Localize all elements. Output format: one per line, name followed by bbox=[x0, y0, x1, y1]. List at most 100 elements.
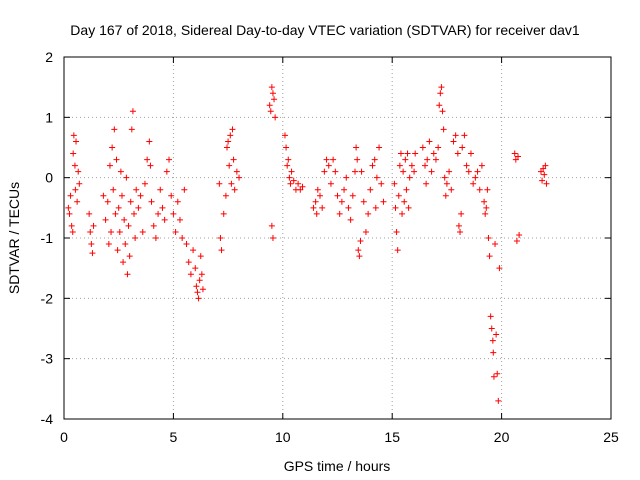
data-point bbox=[400, 168, 407, 175]
data-point bbox=[71, 162, 78, 169]
data-point bbox=[393, 228, 400, 235]
y-axis-label: SDTVAR / TECUs bbox=[6, 182, 22, 294]
data-point bbox=[174, 198, 181, 205]
data-point bbox=[88, 241, 95, 248]
data-point bbox=[268, 222, 275, 229]
data-point bbox=[195, 295, 202, 302]
data-point bbox=[236, 174, 243, 181]
data-point bbox=[512, 156, 519, 163]
data-point bbox=[401, 198, 408, 205]
data-point bbox=[362, 228, 369, 235]
data-point bbox=[314, 186, 321, 193]
data-point bbox=[395, 192, 402, 199]
data-point bbox=[284, 162, 291, 169]
data-point bbox=[443, 180, 450, 187]
data-point bbox=[412, 150, 419, 157]
data-point bbox=[231, 186, 238, 193]
x-axis-label: GPS time / hours bbox=[284, 458, 391, 474]
data-point bbox=[343, 174, 350, 181]
data-point bbox=[299, 183, 306, 190]
data-point bbox=[187, 271, 194, 278]
data-point bbox=[217, 235, 224, 241]
data-point bbox=[166, 156, 173, 163]
data-point bbox=[87, 228, 94, 235]
x-tick-label: 20 bbox=[494, 429, 510, 445]
data-point bbox=[402, 156, 409, 163]
data-point bbox=[198, 271, 205, 278]
data-point bbox=[183, 241, 190, 248]
data-point bbox=[397, 150, 404, 157]
data-point bbox=[72, 186, 79, 193]
data-point bbox=[199, 286, 206, 293]
data-point bbox=[360, 198, 367, 205]
data-point bbox=[439, 108, 446, 115]
data-point bbox=[432, 156, 439, 163]
data-point bbox=[465, 168, 472, 175]
data-point bbox=[459, 144, 466, 151]
data-point bbox=[490, 373, 497, 380]
data-point bbox=[356, 253, 363, 260]
data-point bbox=[478, 162, 485, 169]
data-point bbox=[435, 144, 442, 151]
data-point bbox=[118, 192, 125, 199]
grid bbox=[64, 57, 611, 419]
data-point bbox=[448, 186, 455, 193]
data-point bbox=[117, 168, 124, 175]
data-point bbox=[494, 370, 501, 377]
data-point bbox=[129, 108, 136, 115]
data-point bbox=[125, 222, 132, 229]
data-point bbox=[452, 132, 459, 139]
data-point bbox=[288, 168, 295, 175]
data-point bbox=[168, 192, 175, 199]
data-point bbox=[109, 144, 116, 151]
data-point bbox=[152, 235, 159, 241]
y-tick-label: -2 bbox=[41, 290, 54, 306]
data-point bbox=[408, 162, 415, 169]
data-point bbox=[226, 162, 233, 169]
data-point bbox=[470, 180, 477, 187]
data-point bbox=[441, 174, 448, 181]
data-point bbox=[147, 162, 154, 169]
x-tick-label: 10 bbox=[275, 429, 291, 445]
data-point bbox=[496, 265, 503, 272]
data-point bbox=[312, 198, 319, 205]
data-point bbox=[139, 228, 146, 235]
data-point bbox=[113, 156, 120, 163]
data-point bbox=[450, 138, 457, 145]
data-point bbox=[454, 150, 461, 157]
data-point bbox=[319, 204, 326, 211]
data-point bbox=[394, 247, 401, 254]
data-point bbox=[486, 253, 493, 260]
data-point bbox=[327, 180, 334, 187]
data-point bbox=[233, 168, 240, 175]
data-point bbox=[513, 238, 520, 245]
data-point bbox=[148, 198, 155, 205]
data-point bbox=[495, 397, 502, 404]
data-point bbox=[135, 204, 142, 211]
data-point bbox=[122, 241, 129, 248]
data-point bbox=[391, 180, 398, 187]
data-point bbox=[539, 177, 546, 184]
data-point bbox=[110, 186, 117, 193]
data-point bbox=[378, 180, 385, 187]
y-tick-label: 0 bbox=[45, 170, 53, 186]
data-point bbox=[76, 180, 83, 187]
data-point bbox=[484, 186, 491, 193]
x-tick-label: 25 bbox=[603, 429, 619, 445]
data-point bbox=[272, 114, 279, 121]
data-point bbox=[65, 204, 72, 211]
data-point bbox=[218, 247, 225, 254]
data-point bbox=[161, 216, 168, 223]
data-point bbox=[69, 228, 76, 235]
data-point bbox=[73, 138, 80, 145]
data-point bbox=[196, 277, 203, 284]
data-point bbox=[126, 253, 133, 260]
data-point bbox=[483, 204, 490, 211]
data-point bbox=[515, 153, 522, 160]
data-point bbox=[281, 132, 288, 139]
data-point bbox=[487, 313, 494, 320]
data-point bbox=[310, 204, 317, 211]
data-point bbox=[216, 180, 223, 187]
data-point bbox=[428, 168, 435, 175]
data-point bbox=[287, 180, 294, 187]
